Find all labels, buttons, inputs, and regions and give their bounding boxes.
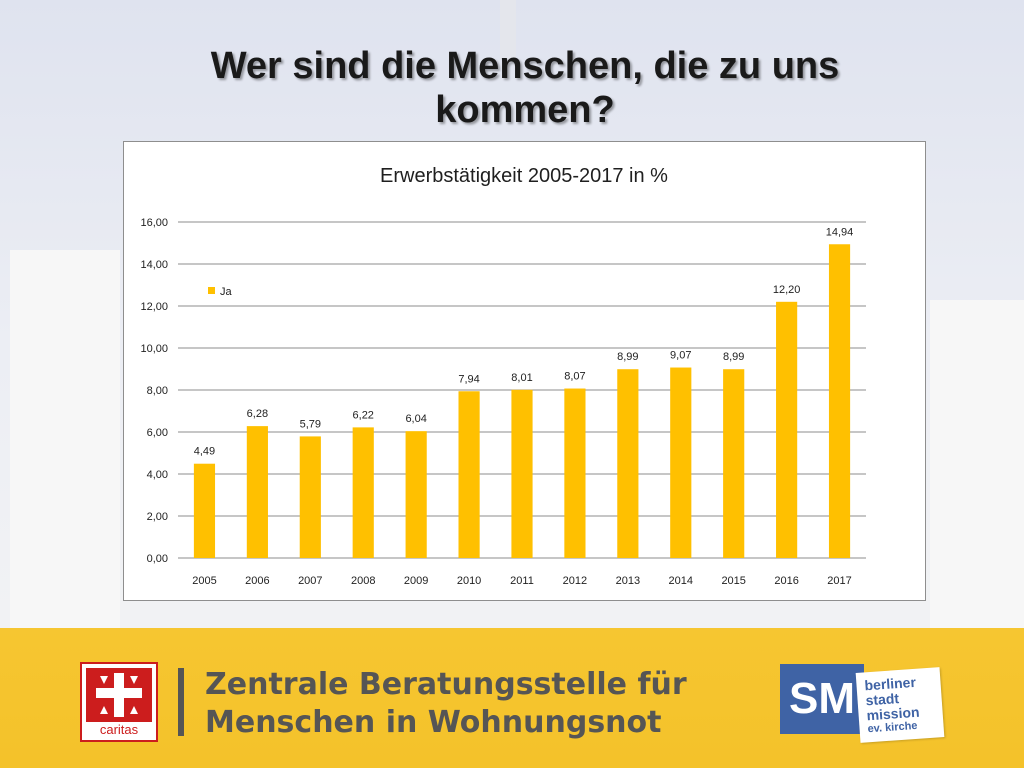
- y-tick-label: 0,00: [147, 553, 168, 565]
- background-tower: [500, 0, 516, 60]
- chart-x-axis: 2005 2006 2007 2008 2009 2010 2011 2012 2013 2014…: [192, 575, 852, 587]
- organization-name-line-1: Zentrale Beratungsstelle für: [205, 667, 687, 702]
- y-tick-label: 12,00: [140, 301, 168, 313]
- data-label: 8,01: [511, 372, 532, 384]
- x-tick-label: 2009: [404, 575, 428, 587]
- y-tick-label: 2,00: [147, 511, 168, 523]
- bar: [405, 431, 427, 558]
- data-label: 5,79: [300, 418, 321, 430]
- y-tick-label: 16,00: [140, 217, 168, 229]
- x-tick-label: 2011: [510, 575, 534, 587]
- bar: [828, 244, 851, 558]
- chart-title: Erwerbstätigkeit 2005-2017 in %: [380, 165, 668, 187]
- y-tick-label: 14,00: [140, 259, 168, 271]
- slide-title-line-2: kommen?: [435, 89, 615, 131]
- y-tick-label: 6,00: [147, 427, 168, 439]
- data-label: 7,94: [458, 373, 479, 385]
- bar: [458, 391, 480, 558]
- bar: [776, 301, 798, 558]
- chart-bars: [193, 244, 851, 558]
- x-tick-label: 2005: [192, 575, 216, 587]
- x-tick-label: 2015: [721, 575, 745, 587]
- x-tick-label: 2016: [774, 575, 798, 587]
- y-tick-label: 4,00: [147, 469, 168, 481]
- legend-label: Ja: [220, 286, 233, 298]
- background-building-left: [10, 250, 120, 630]
- data-label: 14,94: [826, 226, 854, 238]
- x-tick-label: 2010: [457, 575, 481, 587]
- data-label: 9,07: [670, 350, 691, 362]
- x-tick-label: 2013: [616, 575, 640, 587]
- bar: [617, 369, 639, 558]
- chart-data-labels: 4,49 6,28 5,79 6,22 6,04 7,94 8,01 8,07 8,99 9,07…: [194, 226, 854, 457]
- bar: [511, 389, 533, 558]
- bar: [299, 436, 321, 558]
- bar: [670, 367, 692, 558]
- slide-title: Wer sind die Menschen, die zu uns kommen…: [0, 44, 1024, 132]
- legend-swatch: [208, 287, 215, 294]
- caritas-logo: caritas: [80, 662, 158, 742]
- data-label: 8,07: [564, 371, 585, 383]
- data-label: 6,22: [353, 409, 374, 421]
- data-label: 4,49: [194, 446, 215, 458]
- chart-container: Erwerbstätigkeit 2005-2017 in % 4,49 6,28…: [123, 141, 926, 601]
- footer-divider: [178, 668, 184, 736]
- caritas-label: caritas: [99, 722, 139, 737]
- data-label: 8,99: [723, 351, 744, 363]
- organization-name: Zentrale Beratungsstelle für Menschen in…: [205, 666, 775, 742]
- data-label: 8,99: [617, 351, 638, 363]
- x-tick-label: 2006: [245, 575, 269, 587]
- organization-name-line-2: Menschen in Wohnungsnot: [205, 705, 662, 740]
- y-tick-label: 10,00: [140, 343, 168, 355]
- bar: [723, 369, 745, 558]
- x-tick-label: 2017: [827, 575, 851, 587]
- data-label: 6,28: [247, 408, 268, 420]
- chart-y-axis: 0,00 2,00 4,00 6,00 8,00 10,00 12,00 14,00 16,00: [140, 217, 168, 565]
- slide-title-line-1: Wer sind die Menschen, die zu uns: [210, 45, 840, 87]
- bar: [352, 427, 374, 558]
- bar: [193, 463, 216, 558]
- x-tick-label: 2012: [563, 575, 587, 587]
- y-tick-label: 8,00: [147, 385, 168, 397]
- x-tick-label: 2008: [351, 575, 375, 587]
- x-tick-label: 2014: [669, 575, 693, 587]
- x-tick-label: 2007: [298, 575, 322, 587]
- data-label: 6,04: [405, 413, 426, 425]
- bar: [246, 426, 268, 558]
- bar-chart: Erwerbstätigkeit 2005-2017 in % 4,49 6,28…: [140, 165, 866, 587]
- caritas-cross-icon: [96, 673, 142, 717]
- bar: [564, 388, 586, 558]
- chart-legend: Ja: [208, 286, 233, 298]
- sm-logo: SM: [780, 664, 864, 734]
- background-building-right: [930, 300, 1024, 630]
- data-label: 12,20: [773, 284, 801, 296]
- berliner-stadtmission-logo: berliner stadt mission ev. kirche: [855, 667, 945, 743]
